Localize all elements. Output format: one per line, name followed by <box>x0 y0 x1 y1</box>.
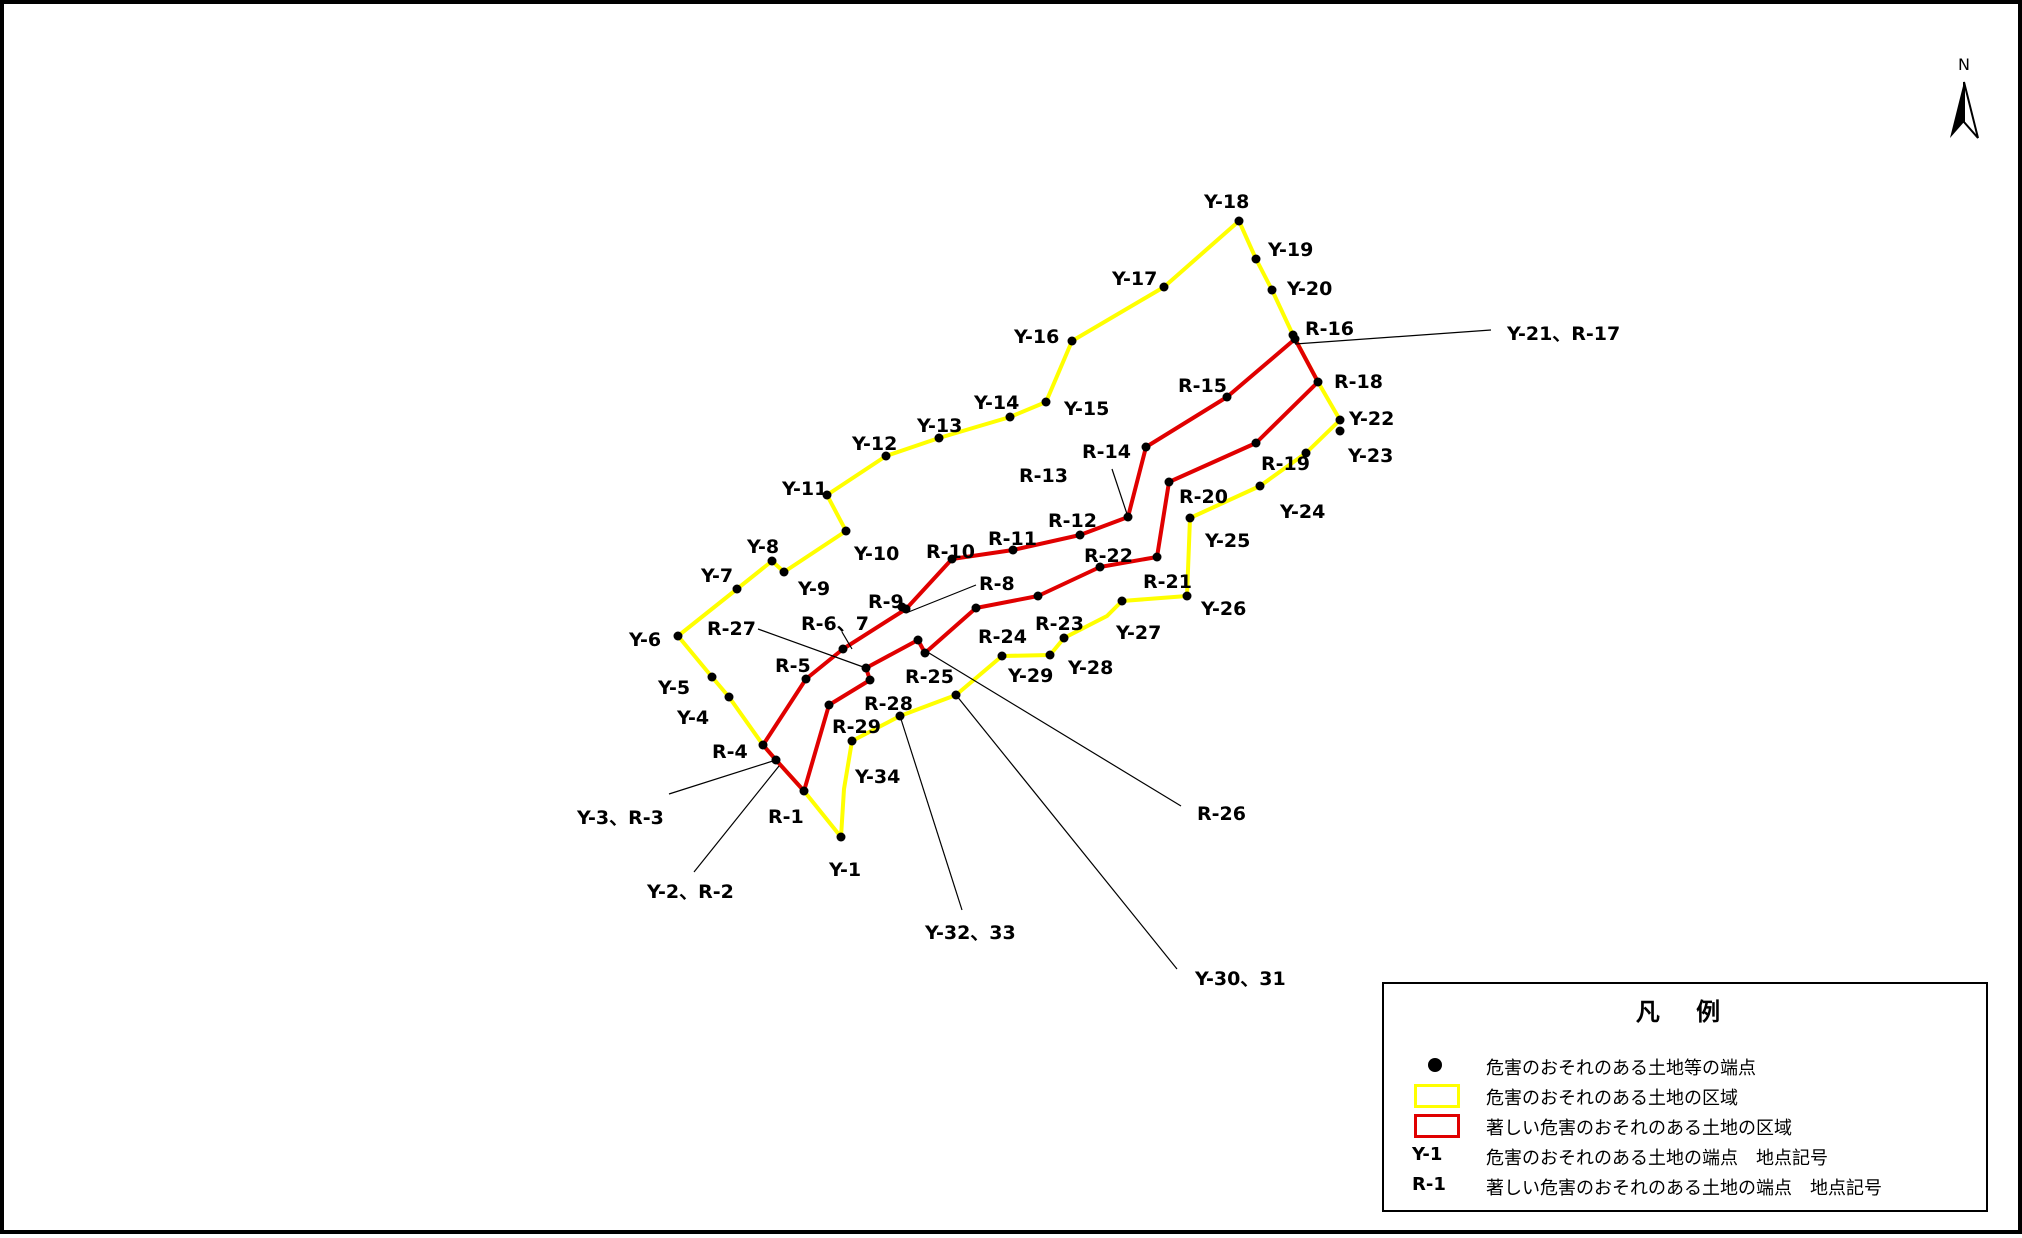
point-label: Y-8 <box>746 536 779 558</box>
north-label: N <box>1958 55 1970 74</box>
legend-code: Y-1 <box>1412 1144 1443 1165</box>
point-label: Y-11 <box>781 478 827 500</box>
point-label: Y-34 <box>854 766 900 788</box>
point-label: R-10 <box>926 541 975 563</box>
point-label: Y-19 <box>1267 239 1313 261</box>
point-label: Y-30、31 <box>1194 968 1286 990</box>
point-label: R-4 <box>712 741 748 763</box>
legend-text: 著しい危害のおそれのある土地の区域 <box>1486 1118 1792 1139</box>
point-label: R-26 <box>1197 803 1246 825</box>
point-label: R-9 <box>868 591 904 613</box>
point-label: Y-20 <box>1286 278 1332 300</box>
north-arrow-icon: N <box>1950 55 1979 139</box>
point-label: R-21 <box>1143 571 1192 593</box>
point-label: R-19 <box>1261 453 1310 475</box>
point-label: Y-16 <box>1013 326 1059 348</box>
legend-text: 危害のおそれのある土地の区域 <box>1486 1088 1738 1109</box>
point-label: R-1 <box>768 806 804 828</box>
point-label: Y-18 <box>1203 191 1249 213</box>
point-label: R-11 <box>988 528 1037 550</box>
legend-item-point: 危害のおそれのある土地等の端点 <box>1384 1050 1986 1080</box>
point-label: Y-13 <box>916 415 962 437</box>
legend-text: 危害のおそれのある土地等の端点 <box>1486 1058 1756 1079</box>
point-label: R-24 <box>978 626 1027 648</box>
point-label: R-20 <box>1179 486 1228 508</box>
point-label: R-18 <box>1334 371 1383 393</box>
point-label: Y-10 <box>853 543 899 565</box>
point-label: Y-1 <box>828 859 861 881</box>
legend-box: 凡 例 危害のおそれのある土地等の端点 危害のおそれのある土地の区域 著しい危害… <box>1382 982 1988 1212</box>
point-label: Y-2、R-2 <box>646 881 734 903</box>
point-label: R-5 <box>775 655 811 677</box>
point-label: R-15 <box>1178 375 1227 397</box>
point-label: Y-3、R-3 <box>576 807 664 829</box>
legend-text: 危害のおそれのある土地の端点 地点記号 <box>1486 1148 1828 1169</box>
point-label: Y-6 <box>628 629 661 651</box>
point-label: Y-14 <box>973 392 1019 414</box>
point-label: R-23 <box>1035 613 1084 635</box>
legend-item-red-zone: 著しい危害のおそれのある土地の区域 <box>1384 1110 1986 1140</box>
point-label: Y-5 <box>657 677 690 699</box>
point-label: Y-17 <box>1111 268 1157 290</box>
point-label: R-6、7 <box>801 613 869 635</box>
legend-item-yellow-zone: 危害のおそれのある土地の区域 <box>1384 1080 1986 1110</box>
point-label: Y-21、R-17 <box>1506 323 1620 345</box>
legend-item-r-code: R-1 著しい危害のおそれのある土地の端点 地点記号 <box>1384 1170 1986 1200</box>
point-label: R-22 <box>1084 545 1133 567</box>
point-label: Y-7 <box>700 565 733 587</box>
point-label: R-29 <box>832 716 881 738</box>
endpoint-markers <box>673 216 1345 842</box>
point-labels: Y-18 Y-19 Y-20 R-16 Y-21、R-17 Y-17 Y-16 … <box>576 191 1620 990</box>
point-label: Y-12 <box>851 433 897 455</box>
point-label: Y-9 <box>797 578 830 600</box>
point-label: R-13 <box>1019 465 1068 487</box>
point-dot-icon <box>1412 1054 1458 1076</box>
point-label: Y-25 <box>1204 530 1250 552</box>
red-box-icon <box>1412 1114 1460 1138</box>
point-label: R-27 <box>707 618 756 640</box>
point-label: R-28 <box>864 693 913 715</box>
point-label: Y-24 <box>1279 501 1325 523</box>
hazard-area-map: N <box>576 55 1979 990</box>
point-label: Y-4 <box>676 707 709 729</box>
legend-code: R-1 <box>1412 1174 1446 1195</box>
point-label: R-14 <box>1082 441 1131 463</box>
point-label: Y-28 <box>1067 657 1113 679</box>
point-label: Y-29 <box>1007 665 1053 687</box>
point-label: R-8 <box>979 573 1015 595</box>
point-label: R-25 <box>905 666 954 688</box>
point-label: Y-26 <box>1200 598 1246 620</box>
point-label: Y-27 <box>1115 622 1161 644</box>
point-label: Y-22 <box>1348 408 1394 430</box>
point-label: Y-32、33 <box>924 922 1016 944</box>
point-label: R-16 <box>1305 318 1354 340</box>
point-label: Y-23 <box>1347 445 1393 467</box>
yellow-box-icon <box>1412 1084 1460 1108</box>
leader-lines <box>668 329 1492 970</box>
legend-text: 著しい危害のおそれのある土地の端点 地点記号 <box>1486 1178 1882 1199</box>
point-label: Y-15 <box>1063 398 1109 420</box>
point-label: R-12 <box>1048 510 1097 532</box>
legend-title: 凡 例 <box>1635 998 1735 1026</box>
legend-item-y-code: Y-1 危害のおそれのある土地の端点 地点記号 <box>1384 1140 1986 1170</box>
